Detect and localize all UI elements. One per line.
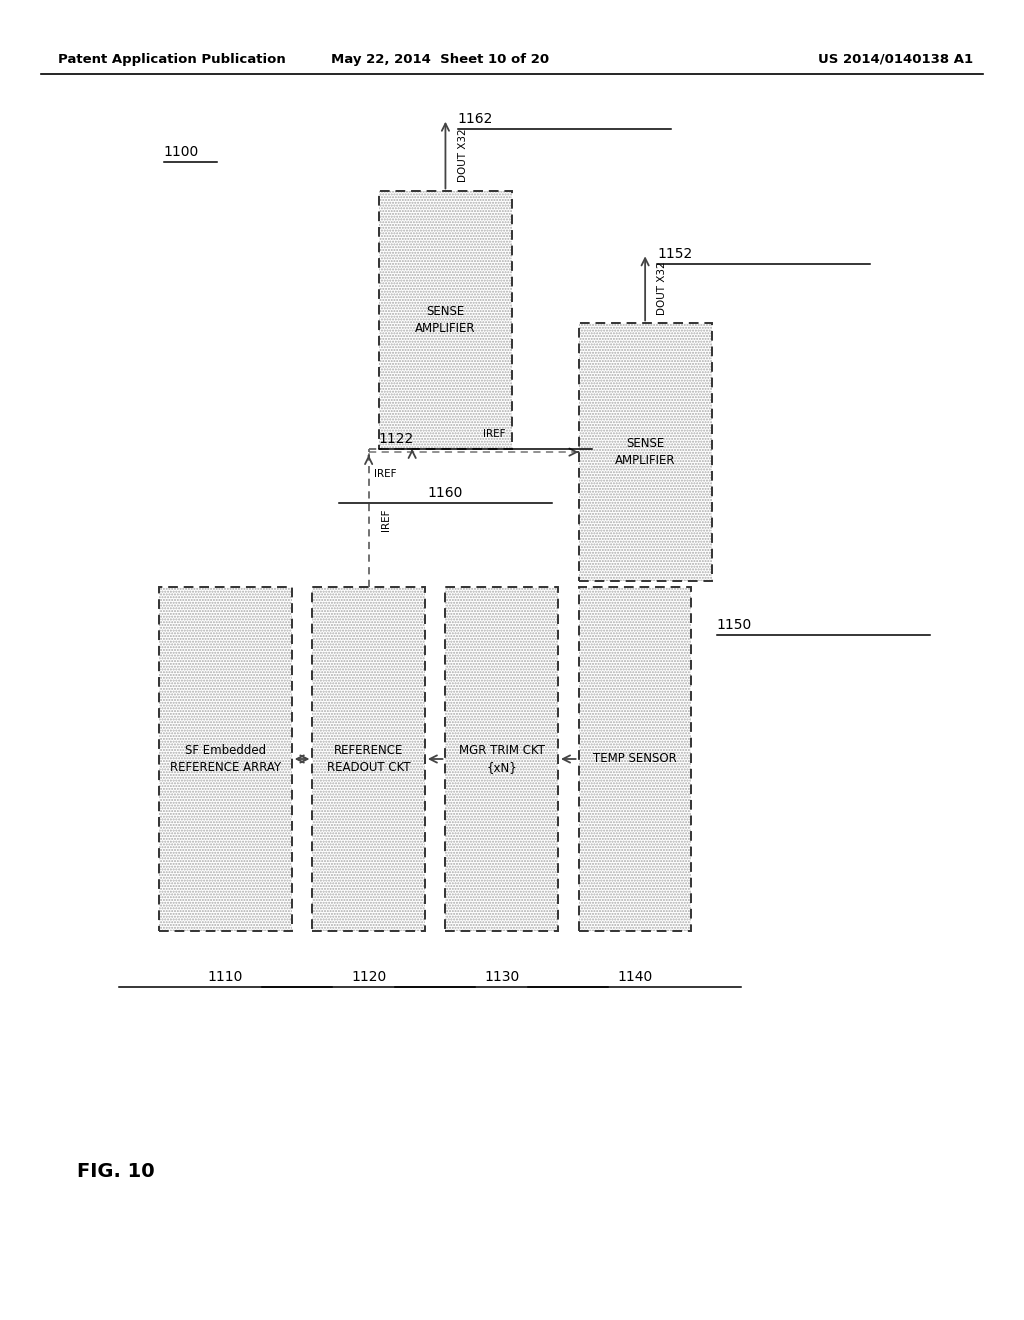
- Text: DOUT X32: DOUT X32: [458, 128, 468, 182]
- Bar: [159, 587, 292, 931]
- Text: DOUT X32: DOUT X32: [657, 261, 668, 315]
- Text: FIG. 10: FIG. 10: [77, 1162, 155, 1180]
- Text: SF Embedded
REFERENCE ARRAY: SF Embedded REFERENCE ARRAY: [170, 744, 281, 774]
- Text: 1160: 1160: [428, 486, 463, 500]
- Bar: [445, 587, 558, 931]
- Bar: [379, 191, 512, 449]
- Text: TEMP SENSOR: TEMP SENSOR: [593, 752, 677, 766]
- Text: IREF: IREF: [381, 508, 391, 531]
- Bar: [159, 587, 292, 931]
- Bar: [579, 587, 691, 931]
- Bar: [579, 323, 712, 581]
- Text: SENSE
AMPLIFIER: SENSE AMPLIFIER: [415, 305, 476, 335]
- Text: SENSE
AMPLIFIER: SENSE AMPLIFIER: [614, 437, 676, 467]
- Bar: [159, 587, 292, 931]
- Text: 1152: 1152: [657, 247, 692, 261]
- Text: 1150: 1150: [717, 618, 752, 632]
- Text: 1100: 1100: [164, 145, 199, 160]
- Bar: [312, 587, 425, 931]
- Text: IREF: IREF: [483, 429, 505, 438]
- Bar: [579, 323, 712, 581]
- Text: 1122: 1122: [379, 432, 414, 446]
- Text: US 2014/0140138 A1: US 2014/0140138 A1: [818, 53, 973, 66]
- Text: 1110: 1110: [208, 970, 243, 985]
- Bar: [579, 587, 691, 931]
- Bar: [445, 587, 558, 931]
- Text: May 22, 2014  Sheet 10 of 20: May 22, 2014 Sheet 10 of 20: [331, 53, 550, 66]
- Bar: [579, 323, 712, 581]
- Text: Patent Application Publication: Patent Application Publication: [58, 53, 286, 66]
- Bar: [445, 587, 558, 931]
- Text: 1120: 1120: [351, 970, 386, 985]
- Bar: [379, 191, 512, 449]
- Text: MGR TRIM CKT
{xN}: MGR TRIM CKT {xN}: [459, 744, 545, 774]
- Bar: [312, 587, 425, 931]
- Bar: [579, 587, 691, 931]
- Text: REFERENCE
READOUT CKT: REFERENCE READOUT CKT: [327, 744, 411, 774]
- Text: 1140: 1140: [617, 970, 652, 985]
- Bar: [379, 191, 512, 449]
- Text: IREF: IREF: [375, 469, 396, 479]
- Text: 1130: 1130: [484, 970, 519, 985]
- Text: 1162: 1162: [458, 112, 494, 127]
- Bar: [312, 587, 425, 931]
